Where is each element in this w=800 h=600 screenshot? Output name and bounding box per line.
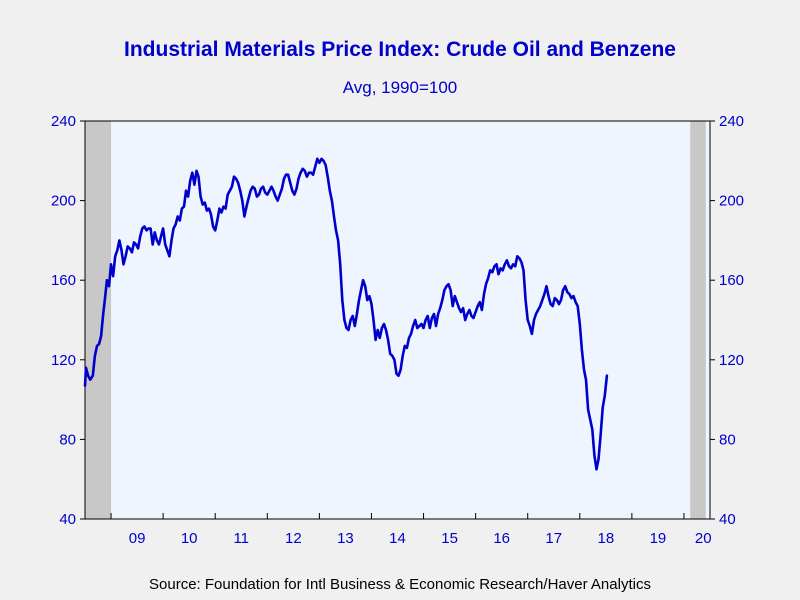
recession-band-0: [85, 121, 112, 519]
y-tick-label-left: 160: [51, 272, 76, 289]
y-tick-label-left: 120: [51, 352, 76, 369]
x-tick-label: 14: [389, 530, 406, 547]
x-tick-label: 13: [337, 530, 354, 547]
recession-bands: [85, 121, 710, 519]
y-tick-label-right: 40: [719, 511, 736, 528]
x-tick-label: 19: [650, 530, 667, 547]
plot-area: [85, 121, 710, 519]
source-note: Source: Foundation for Intl Business & E…: [149, 576, 651, 593]
y-tick-label-right: 80: [719, 431, 736, 448]
y-tick-label-right: 200: [719, 193, 744, 210]
y-tick-label-right: 240: [719, 113, 744, 130]
y-tick-label-left: 40: [59, 511, 76, 528]
x-tick-label: 12: [285, 530, 302, 547]
plot-frame: [84, 120, 711, 520]
chart-subtitle: Avg, 1990=100: [342, 78, 458, 97]
x-tick-label: 18: [597, 530, 614, 547]
x-tick-label: 15: [441, 530, 458, 547]
x-tick-label: 16: [493, 530, 510, 547]
y-tick-label-left: 240: [51, 113, 76, 130]
y-tick-label-right: 120: [719, 352, 744, 369]
y-tick-label-left: 80: [59, 431, 76, 448]
x-tick-label: 10: [181, 530, 198, 547]
x-tick-label: 20: [695, 530, 712, 547]
chart-title: Industrial Materials Price Index: Crude …: [124, 38, 676, 61]
x-tick-label: 11: [233, 530, 249, 547]
series-line-0: [83, 157, 609, 471]
x-tick-label: 17: [545, 530, 562, 547]
x-tick-label: 09: [129, 530, 146, 547]
y-tick-label-left: 200: [51, 193, 76, 210]
axes: 40 40 80 80 120 120 160 160 200 200 240 240 09 10 11 12…: [51, 113, 744, 547]
y-tick-label-right: 160: [719, 272, 744, 289]
series-layer: [83, 157, 609, 471]
recession-band-1: [690, 121, 706, 519]
